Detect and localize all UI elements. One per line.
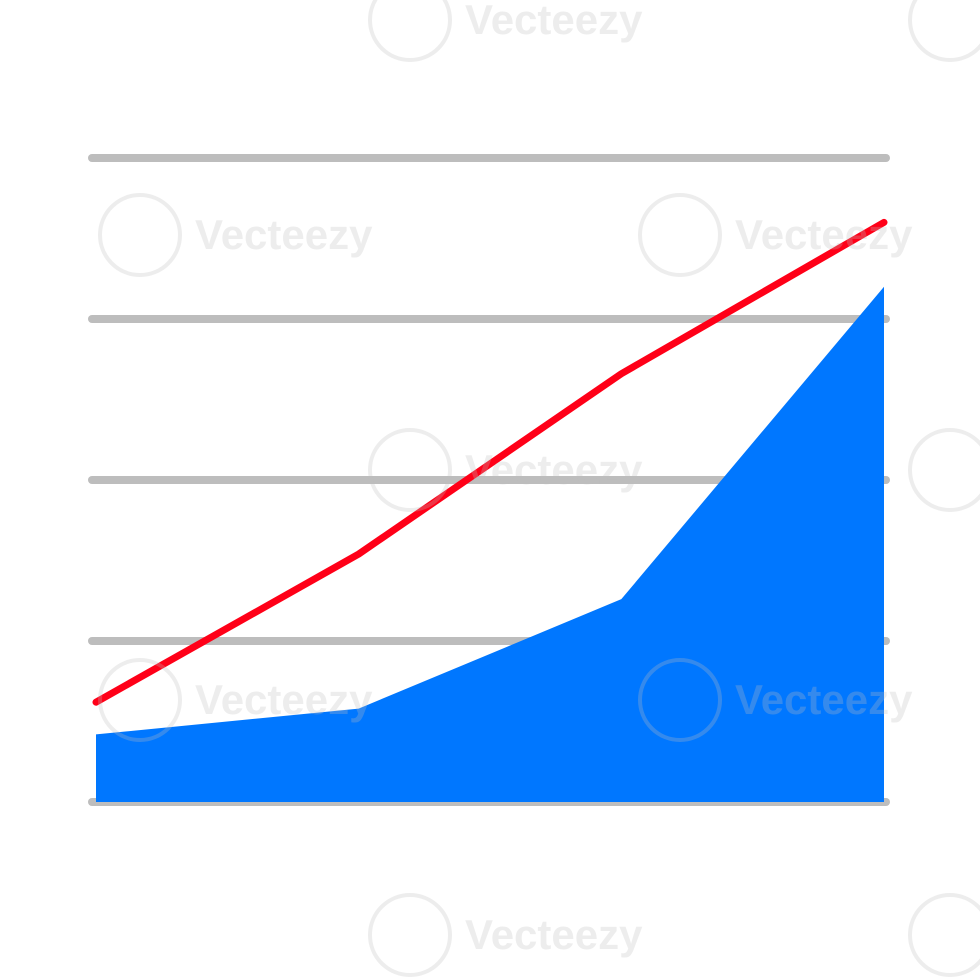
- vecteezy-v-logo-icon: [368, 0, 452, 62]
- vecteezy-v-logo-icon: [908, 0, 980, 62]
- watermark-text: Vecteezy: [195, 676, 373, 723]
- vecteezy-v-logo-icon: [368, 428, 452, 512]
- watermark-text: Vecteezy: [465, 446, 643, 493]
- watermark-text: Vecteezy: [735, 676, 913, 723]
- watermark-text: Vecteezy: [735, 211, 913, 258]
- area-series: [96, 286, 884, 802]
- vecteezy-v-logo-icon: [98, 658, 182, 742]
- watermark-text: Vecteezy: [465, 911, 643, 958]
- vecteezy-v-logo-icon: [368, 893, 452, 977]
- vecteezy-v-logo-icon: [908, 893, 980, 977]
- vecteezy-v-logo-icon: [98, 193, 182, 277]
- vecteezy-v-logo-icon: [908, 428, 980, 512]
- vecteezy-v-logo-icon: [638, 193, 722, 277]
- watermark-text: Vecteezy: [465, 0, 643, 43]
- line-series: [92, 218, 888, 706]
- vecteezy-v-logo-icon: [638, 658, 722, 742]
- watermark-layer: Vecteezy Vecteezy Vecteezy Vecteezy Vecteezy…: [98, 0, 980, 977]
- watermark-text: Vecteezy: [195, 211, 373, 258]
- series-layer: [92, 218, 888, 802]
